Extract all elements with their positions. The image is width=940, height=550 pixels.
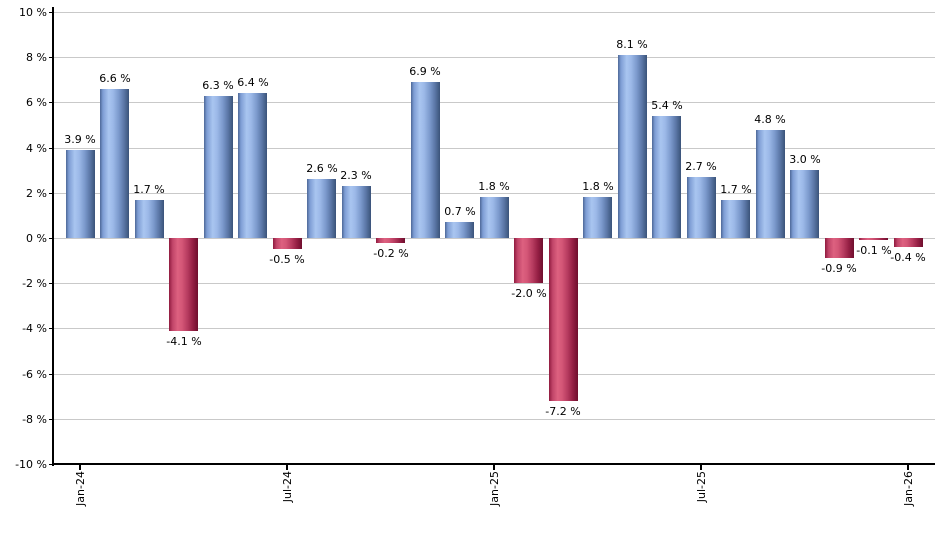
bar bbox=[238, 93, 267, 238]
y-gridline bbox=[53, 328, 935, 329]
bar bbox=[135, 200, 164, 238]
y-axis-tick bbox=[49, 193, 53, 194]
x-axis-tick-label: Jan-25 bbox=[488, 471, 501, 506]
y-axis-tick-label: -8 % bbox=[22, 413, 47, 426]
bar-value-label: 5.4 % bbox=[651, 99, 683, 112]
y-gridline bbox=[53, 419, 935, 420]
bar-value-label: 2.7 % bbox=[685, 160, 717, 173]
x-axis-tick-label: Jul-24 bbox=[281, 471, 294, 503]
y-axis-tick-label: -4 % bbox=[22, 322, 47, 335]
y-axis-tick bbox=[49, 57, 53, 58]
x-axis-tick-label: Jan-24 bbox=[74, 471, 87, 506]
y-gridline bbox=[53, 193, 935, 194]
bar bbox=[549, 238, 578, 401]
bar bbox=[169, 238, 198, 331]
y-axis-line bbox=[52, 7, 54, 466]
y-axis-tick bbox=[49, 464, 53, 465]
bar-value-label: 3.0 % bbox=[789, 153, 821, 166]
bar bbox=[445, 222, 474, 238]
bar bbox=[790, 170, 819, 238]
bar-value-label: 6.4 % bbox=[237, 76, 269, 89]
bar-value-label: 8.1 % bbox=[616, 38, 648, 51]
y-gridline bbox=[53, 283, 935, 284]
bar-value-label: -0.4 % bbox=[890, 251, 926, 264]
y-axis-tick-label: 6 % bbox=[26, 96, 47, 109]
bar bbox=[307, 179, 336, 238]
y-axis-tick-label: 10 % bbox=[19, 6, 47, 19]
y-axis-tick bbox=[49, 328, 53, 329]
bar bbox=[273, 238, 302, 249]
bar-value-label: -0.1 % bbox=[856, 244, 892, 257]
y-gridline bbox=[53, 57, 935, 58]
bar-value-label: 1.8 % bbox=[478, 180, 510, 193]
x-axis-tick bbox=[700, 464, 702, 470]
y-axis-tick-label: -10 % bbox=[15, 458, 47, 471]
bar-value-label: -0.9 % bbox=[821, 262, 857, 275]
y-axis-tick-label: 2 % bbox=[26, 187, 47, 200]
y-axis-tick bbox=[49, 12, 53, 13]
y-axis-tick-label: -2 % bbox=[22, 277, 47, 290]
bar bbox=[652, 116, 681, 238]
bar bbox=[66, 150, 95, 238]
bar-value-label: 6.9 % bbox=[409, 65, 441, 78]
bar-value-label: 4.8 % bbox=[754, 113, 786, 126]
bar bbox=[342, 186, 371, 238]
bar bbox=[618, 55, 647, 238]
bar bbox=[411, 82, 440, 238]
y-axis-tick bbox=[49, 238, 53, 239]
y-axis-tick bbox=[49, 283, 53, 284]
x-axis-tick bbox=[79, 464, 81, 470]
y-gridline bbox=[53, 148, 935, 149]
bar bbox=[480, 197, 509, 238]
bar bbox=[376, 238, 405, 243]
x-axis-tick-label: Jul-25 bbox=[695, 471, 708, 503]
y-axis-tick-label: -6 % bbox=[22, 368, 47, 381]
y-axis-tick-label: 4 % bbox=[26, 142, 47, 155]
bar-value-label: 2.6 % bbox=[306, 162, 338, 175]
bar-value-label: -7.2 % bbox=[545, 405, 581, 418]
bar bbox=[756, 130, 785, 238]
bar bbox=[721, 200, 750, 238]
bar-value-label: -0.2 % bbox=[373, 247, 409, 260]
bar-value-label: 6.3 % bbox=[202, 79, 234, 92]
y-gridline bbox=[53, 102, 935, 103]
y-axis-tick bbox=[49, 374, 53, 375]
y-axis-tick-label: 8 % bbox=[26, 51, 47, 64]
bar bbox=[514, 238, 543, 283]
bar-value-label: -4.1 % bbox=[166, 335, 202, 348]
bar-value-label: 3.9 % bbox=[64, 133, 96, 146]
bar-value-label: -2.0 % bbox=[511, 287, 547, 300]
bar bbox=[583, 197, 612, 238]
y-axis-tick bbox=[49, 102, 53, 103]
x-axis-tick-label: Jan-26 bbox=[902, 471, 915, 506]
y-axis-tick-label: 0 % bbox=[26, 232, 47, 245]
bar-value-label: 6.6 % bbox=[99, 72, 131, 85]
y-gridline bbox=[53, 12, 935, 13]
bar bbox=[825, 238, 854, 258]
bar-value-label: -0.5 % bbox=[269, 253, 305, 266]
x-axis-tick bbox=[493, 464, 495, 470]
y-axis-tick bbox=[49, 419, 53, 420]
bar bbox=[859, 238, 888, 240]
bar-value-label: 1.7 % bbox=[133, 183, 165, 196]
bar-value-label: 0.7 % bbox=[444, 205, 476, 218]
y-gridline bbox=[53, 374, 935, 375]
y-axis-tick bbox=[49, 148, 53, 149]
bar-value-label: 1.8 % bbox=[582, 180, 614, 193]
bar-value-label: 1.7 % bbox=[720, 183, 752, 196]
bar bbox=[100, 89, 129, 238]
bar bbox=[687, 177, 716, 238]
x-axis-tick bbox=[907, 464, 909, 470]
y-gridline bbox=[53, 238, 935, 239]
bar bbox=[204, 96, 233, 238]
x-axis-tick bbox=[286, 464, 288, 470]
bar bbox=[894, 238, 923, 247]
bar-value-label: 2.3 % bbox=[340, 169, 372, 182]
